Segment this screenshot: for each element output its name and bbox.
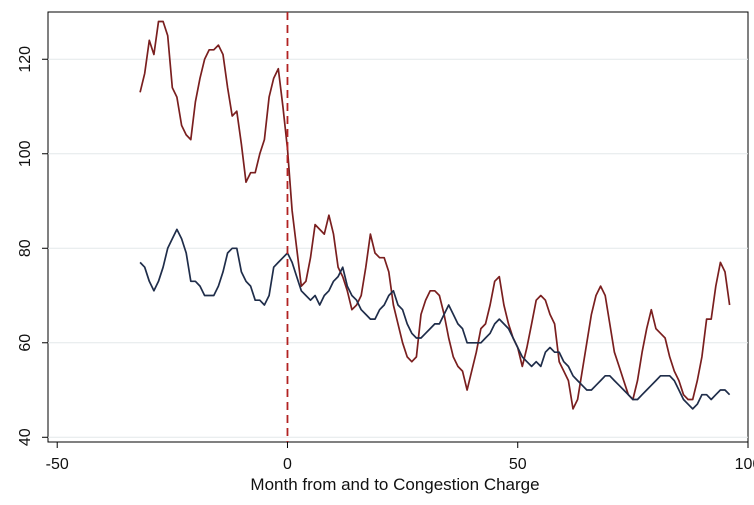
grid-lines — [48, 58, 748, 438]
y-tick-label: 60 — [17, 334, 34, 352]
y-tick-label: 120 — [17, 46, 34, 73]
y-tick-label: 40 — [17, 428, 34, 446]
x-axis-title: Month from and to Congestion Charge — [250, 475, 539, 494]
y-tick-label: 100 — [17, 140, 34, 167]
x-tick-label: 0 — [283, 456, 292, 473]
x-tick-label: -50 — [46, 456, 69, 473]
plot-frame — [47, 11, 749, 443]
x-tick-label: 50 — [509, 456, 527, 473]
axes: 40 60 80 100 120 -50 0 50 100 — [17, 46, 754, 473]
series-lines — [139, 20, 731, 410]
series-line-2 — [139, 228, 731, 410]
x-tick-label: 100 — [735, 456, 754, 473]
y-tick-label: 80 — [17, 239, 34, 257]
